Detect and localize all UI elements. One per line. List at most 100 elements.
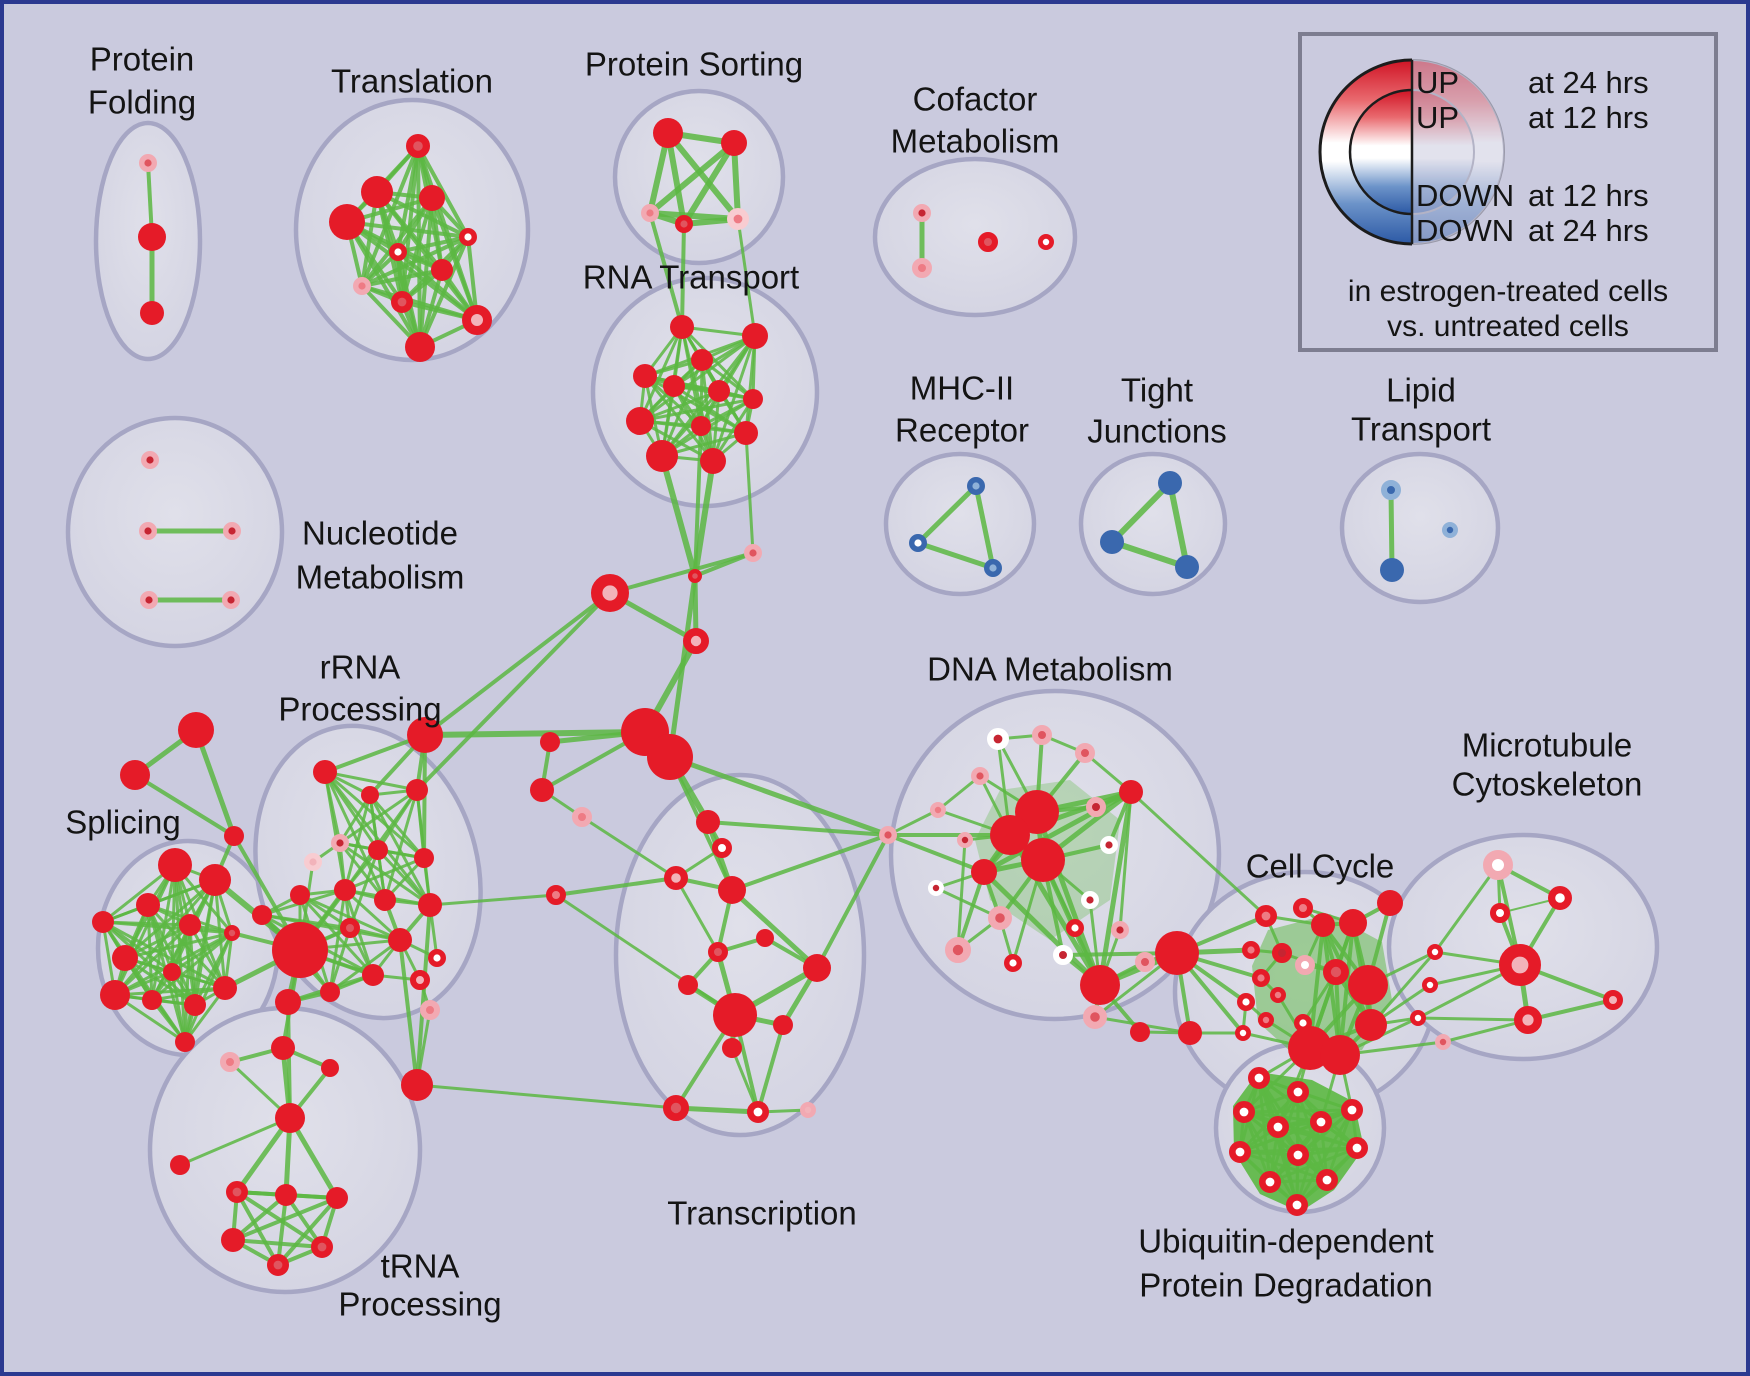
network-edge: [123, 931, 234, 960]
network-node-tn2: [326, 1187, 348, 1209]
network-edge: [608, 551, 755, 595]
network-edge: [981, 789, 1134, 875]
cluster-label-nucleotide-metabolism-line1: Nucleotide: [302, 515, 458, 552]
network-edge: [231, 1238, 324, 1249]
network-node-d23: [945, 937, 972, 964]
network-node-r8: [691, 416, 711, 436]
network-node-sp4: [179, 914, 201, 936]
network-node-rr17: [410, 970, 430, 990]
network-node-rr4: [304, 853, 323, 872]
cluster-ellipse-protein-sorting: [612, 88, 786, 266]
network-edge: [328, 926, 352, 994]
network-node-rr24: [401, 1069, 433, 1101]
legend-direction-label: UP: [1416, 100, 1460, 135]
network-node-pf0: [138, 153, 157, 172]
network-edge: [1295, 1108, 1354, 1207]
cluster-label-tight-junctions-line2: Junctions: [1087, 413, 1226, 450]
network-node-x5: [756, 929, 774, 947]
network-node-sp5: [223, 925, 240, 942]
network-node-cf2: [978, 232, 998, 252]
network-node-mh2: [984, 559, 1003, 578]
cluster-label-cofactor-metabolism-line1: Cofactor: [913, 81, 1038, 118]
network-node-w1: [1427, 944, 1444, 961]
network-node-c9: [1251, 969, 1270, 988]
network-edge: [730, 833, 890, 892]
network-node-rr0: [313, 760, 337, 784]
network-node-d24: [1082, 1004, 1107, 1029]
network-node-t7: [353, 277, 372, 296]
network-node-x4: [718, 876, 746, 904]
network-node-lp2: [1442, 522, 1459, 539]
network-node-u5: [1341, 1099, 1364, 1122]
network-node-u1: [1287, 1081, 1310, 1104]
legend-row-down-12hrs: DOWN at 12 hrs: [1302, 179, 1714, 213]
network-node-x8: [803, 954, 831, 982]
network-node-tj2: [1175, 555, 1199, 579]
network-edge: [680, 325, 715, 463]
network-edge: [338, 788, 419, 845]
network-node-m1: [1547, 885, 1572, 910]
network-node-ft1: [120, 760, 150, 790]
network-node-rr11: [418, 893, 442, 917]
legend-box: UP at 24 hrs UP at 12 hrs DOWN at 12 hrs DO…: [1298, 32, 1718, 352]
network-edge: [123, 878, 217, 960]
network-edge: [133, 773, 236, 838]
network-node-r10: [646, 440, 678, 472]
network-node-rr5: [368, 840, 388, 860]
network-edge: [693, 424, 703, 578]
network-edge: [213, 878, 227, 990]
network-edge: [422, 729, 648, 738]
network-node-m5: [1603, 990, 1623, 1010]
network-edge: [123, 956, 197, 1007]
network-edge: [580, 815, 678, 880]
network-node-rr15: [428, 949, 447, 968]
network-node-c3: [1339, 909, 1367, 937]
network-edge: [276, 1196, 339, 1267]
legend-outer-left-arc: [1318, 58, 1413, 246]
network-node-rr21: [220, 1052, 240, 1072]
network-node-u7: [1287, 1144, 1310, 1167]
network-edge: [730, 1046, 760, 1114]
network-node-t8: [390, 290, 413, 313]
network-node-t5: [389, 242, 408, 261]
network-node-u10: [1316, 1169, 1339, 1192]
network-edge: [193, 727, 237, 839]
network-node-rr2: [406, 779, 428, 801]
network-node-tn5: [266, 1254, 289, 1277]
network-node-c5: [1272, 943, 1292, 963]
network-node-nu2: [222, 522, 241, 541]
legend-time-label: at 12 hrs: [1528, 178, 1649, 213]
network-edge: [665, 130, 741, 222]
network-node-d16: [1080, 891, 1099, 910]
network-node-r4: [663, 375, 685, 397]
network-edge: [667, 754, 891, 838]
network-edge: [328, 888, 347, 994]
network-edge: [286, 1000, 292, 1120]
network-edge: [360, 268, 444, 288]
network-node-u3: [1267, 1116, 1290, 1139]
network-node-ps2: [641, 203, 660, 222]
network-node-d0: [986, 727, 1009, 750]
network-node-x12: [663, 1095, 690, 1122]
network-edge: [886, 808, 940, 837]
network-edge: [638, 389, 721, 423]
network-edge: [936, 774, 982, 812]
network-node-tnh: [275, 1103, 305, 1133]
network-edge: [396, 235, 470, 254]
network-node-w3: [1410, 1010, 1427, 1027]
network-edge: [150, 923, 192, 1002]
network-edge: [1109, 539, 1190, 570]
cluster-label-protein-folding-line2: Folding: [88, 84, 196, 121]
network-node-rr3: [331, 834, 350, 853]
network-edge: [667, 573, 698, 760]
network-node-d8: [990, 815, 1030, 855]
cluster-label-trna-processing-line1: tRNA: [381, 1248, 460, 1285]
network-node-x11: [722, 1038, 742, 1058]
network-edge: [415, 1083, 678, 1110]
cluster-label-mhc-ii-receptor-line1: MHC-II: [910, 370, 1014, 407]
network-edge: [150, 986, 227, 1002]
network-node-d22: [1080, 965, 1120, 1005]
network-node-r9: [734, 421, 758, 445]
cluster-label-microtubule-cytoskeleton-line1: Microtubule: [1462, 727, 1633, 764]
